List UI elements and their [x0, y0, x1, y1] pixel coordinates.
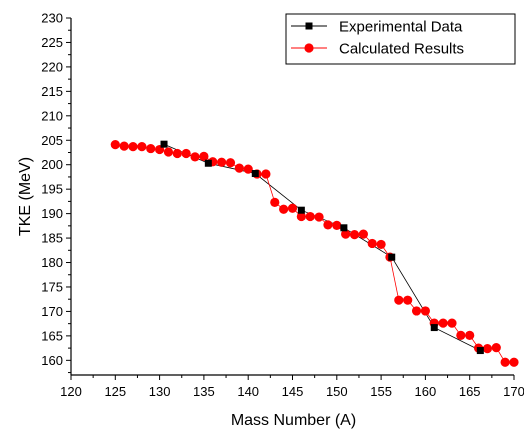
calculated-point [296, 211, 306, 222]
experimental-point [430, 324, 438, 332]
calculated-point [465, 330, 475, 340]
calculated-point [341, 229, 351, 239]
calculated-point [367, 238, 377, 249]
y-tick-label: 190 [41, 206, 63, 221]
calculated-point [358, 229, 368, 239]
calculated-point [217, 157, 227, 167]
x-tick-label: 150 [326, 384, 348, 399]
calculated-point [234, 163, 244, 173]
y-tick-label: 200 [41, 157, 63, 172]
calculated-point [482, 343, 493, 354]
calculated-point [287, 203, 298, 213]
y-tick-label: 205 [41, 133, 63, 148]
calculated-point [225, 158, 236, 168]
legend-label-calculated: Calculated Results [339, 41, 464, 58]
x-tick-label: 170 [503, 384, 524, 399]
experimental-point [340, 224, 348, 232]
calculated-point [172, 148, 182, 159]
x-tick-label: 130 [149, 384, 171, 399]
x-tick-label: 145 [282, 384, 304, 399]
calculated-point [163, 147, 174, 157]
experimental-point [388, 253, 396, 261]
calculated-point [279, 204, 289, 214]
legend-label-experimental: Experimental Data [339, 19, 463, 36]
series-calculated-results [110, 140, 519, 367]
calculated-point [509, 357, 519, 367]
calculated-point [447, 318, 457, 328]
experimental-point [204, 159, 212, 167]
plot-axes: 120 125 130 135 140 145 150 155 160 165 170 160 165 1… [41, 11, 524, 400]
calculated-point [190, 152, 200, 162]
experimental-point [251, 170, 259, 178]
calculated-point [199, 151, 209, 161]
x-tick-label: 165 [459, 384, 481, 399]
y-tick-label: 230 [41, 11, 63, 26]
y-tick-label: 165 [41, 328, 63, 343]
legend-box [285, 13, 516, 65]
x-tick-label: 155 [370, 384, 392, 399]
y-tick-label: 215 [41, 84, 63, 99]
y-tick-label: 195 [41, 182, 63, 197]
calculated-point [119, 141, 129, 151]
x-tick-label: 125 [104, 384, 126, 399]
calculated-point [314, 212, 324, 222]
y-axis-label: TKE (MeV) [17, 157, 34, 236]
calculated-point [332, 220, 342, 230]
y-tick-label: 180 [41, 255, 63, 270]
calculated-point [349, 230, 360, 240]
calculated-point [110, 140, 120, 150]
experimental-markers [160, 140, 484, 355]
x-tick-label: 135 [193, 384, 215, 399]
calculated-point [491, 343, 501, 353]
calculated-point [146, 143, 156, 154]
y-tick-label: 225 [41, 35, 63, 50]
calculated-point [181, 148, 191, 159]
calculated-point [305, 211, 315, 222]
calculated-point [420, 306, 430, 316]
legend: Experimental Data Calculated Results [285, 13, 516, 65]
y-tick-label: 175 [41, 279, 63, 294]
calculated-point [500, 357, 510, 367]
y-tick-label: 220 [41, 59, 63, 74]
x-tick-label: 120 [60, 384, 82, 399]
x-axis-label: Mass Number (A) [231, 412, 356, 429]
calculated-point [403, 295, 413, 305]
calculated-point [261, 169, 271, 179]
x-tick-label: 140 [237, 384, 259, 399]
y-tick-label: 185 [41, 231, 63, 246]
y-tick-label: 170 [41, 304, 63, 319]
experimental-point [160, 140, 168, 148]
y-tick-label: 210 [41, 108, 63, 123]
calculated-point [137, 142, 147, 152]
calculated-point [411, 306, 422, 316]
calculated-point [438, 318, 448, 328]
experimental-point [297, 206, 305, 214]
calculated-line [115, 144, 514, 363]
calculated-point [270, 197, 280, 207]
experimental-point [476, 347, 484, 355]
y-tick-label: 160 [41, 353, 63, 368]
calculated-point [243, 164, 253, 174]
x-tick-label: 160 [415, 384, 437, 399]
legend-marker-calculated [304, 43, 314, 53]
calculated-point [456, 330, 466, 340]
legend-marker-experimental [305, 22, 313, 30]
calculated-point [128, 142, 138, 152]
calculated-point [323, 220, 333, 230]
calculated-point [394, 295, 404, 305]
calculated-point [376, 239, 386, 250]
